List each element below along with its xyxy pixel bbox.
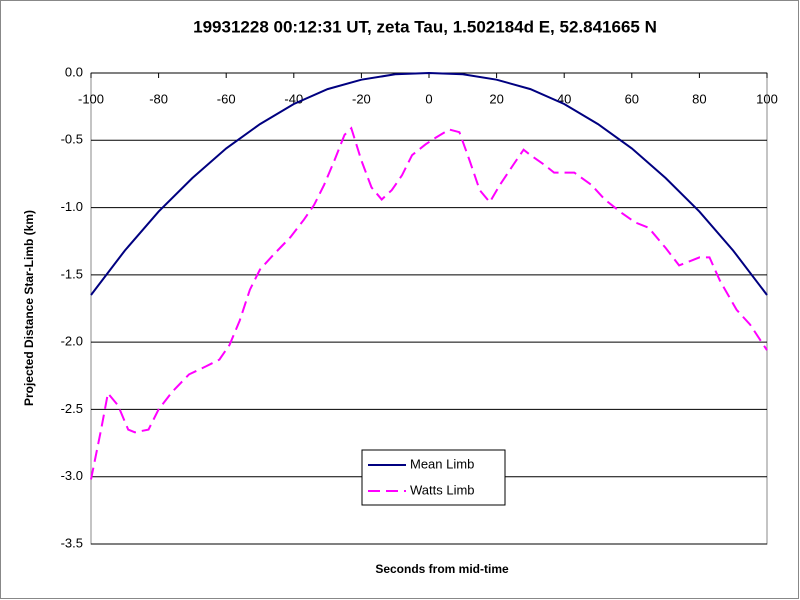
- y-tick-label: -2.0: [61, 334, 83, 349]
- x-tick-label: -80: [149, 91, 168, 106]
- y-tick-label: -2.5: [61, 401, 83, 416]
- x-tick-label: 80: [692, 91, 706, 106]
- line-series: [90, 71, 768, 296]
- x-tick-label: 100: [756, 91, 778, 106]
- x-tick-label: 20: [489, 91, 503, 106]
- x-axis-label: Seconds from mid-time: [375, 562, 509, 576]
- x-tick-label: -60: [217, 91, 236, 106]
- x-tick-label: -20: [352, 91, 371, 106]
- legend-label: Watts Limb: [410, 482, 475, 497]
- chart-title: 19931228 00:12:31 UT, zeta Tau, 1.502184…: [193, 17, 657, 36]
- x-tick-label: 60: [625, 91, 639, 106]
- y-axis-label: Projected Distance Star-Limb (km): [22, 210, 36, 406]
- x-tick-label: -100: [78, 91, 104, 106]
- y-tick-label: 0.0: [65, 64, 83, 79]
- y-tick-label: -1.5: [61, 266, 83, 281]
- legend-box: [361, 449, 506, 506]
- x-tick-label: 0: [425, 91, 432, 106]
- line-series: [90, 126, 768, 480]
- legend-label: Mean Limb: [410, 456, 474, 471]
- y-tick-label: -3.0: [61, 468, 83, 483]
- y-tick-label: -3.5: [61, 535, 83, 550]
- y-tick-label: -0.5: [61, 132, 83, 147]
- y-tick-label: -1.0: [61, 199, 83, 214]
